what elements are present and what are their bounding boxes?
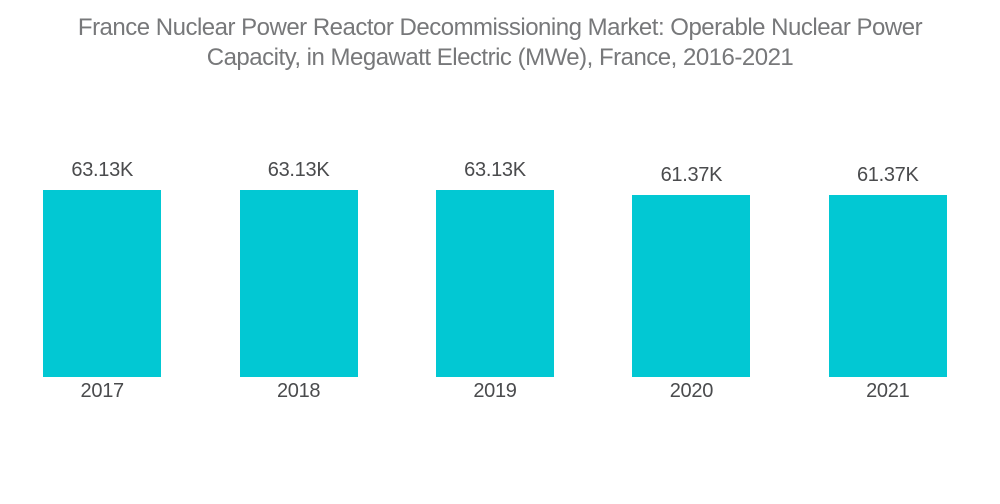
bar-2021[interactable] [828,195,947,377]
bar-value-label: 63.13K [267,159,330,181]
bar-category-label: 2021 [866,379,910,402]
bar-category-label: 2017 [80,379,125,402]
bar-value-label: 61.37K [856,164,919,186]
bar-2019[interactable] [435,190,554,377]
bar-group-2018: 63.13K 2018 [200,0,396,504]
bar-group-2020: 61.37K 2020 [593,0,789,504]
chart-title: France Nuclear Power Reactor Decommissio… [0,13,1000,73]
bar-2020[interactable] [632,195,751,377]
chart-title-line-1: France Nuclear Power Reactor Decommissio… [77,14,923,41]
bar-group-2021: 61.37K 2021 [790,0,986,504]
bar-category-label: 2018 [276,379,321,402]
bar-2018[interactable] [239,190,358,377]
bar-value-label: 63.13K [71,159,133,181]
bar-chart-plot-area: 63.13K 2017 63.13K 2018 63.13K 2019 61.3… [4,0,986,504]
bar-value-label: 61.37K [660,164,723,186]
chart-title-line-2: Capacity, in Megawatt Electric (MWe), Fr… [206,44,794,71]
bar-2017[interactable] [43,190,162,377]
bar-value-label: 63.13K [464,159,526,181]
bar-group-2017: 63.13K 2017 [4,0,200,504]
bar-group-2019: 63.13K 2019 [397,0,593,504]
bar-category-label: 2020 [669,379,714,402]
bar-category-label: 2019 [473,379,517,402]
